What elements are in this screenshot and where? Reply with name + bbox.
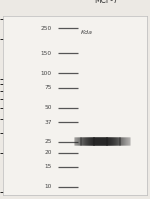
- Text: Kda: Kda: [81, 30, 93, 35]
- Text: 15: 15: [45, 165, 52, 170]
- Text: 250: 250: [41, 26, 52, 31]
- Text: 37: 37: [44, 120, 52, 125]
- Text: 150: 150: [41, 51, 52, 56]
- Text: 50: 50: [44, 105, 52, 110]
- Text: 100: 100: [41, 71, 52, 76]
- Text: 20: 20: [44, 150, 52, 155]
- Text: 75: 75: [44, 85, 52, 90]
- Text: MCF-7: MCF-7: [95, 0, 119, 5]
- Text: 25: 25: [44, 139, 52, 144]
- Text: 10: 10: [45, 184, 52, 189]
